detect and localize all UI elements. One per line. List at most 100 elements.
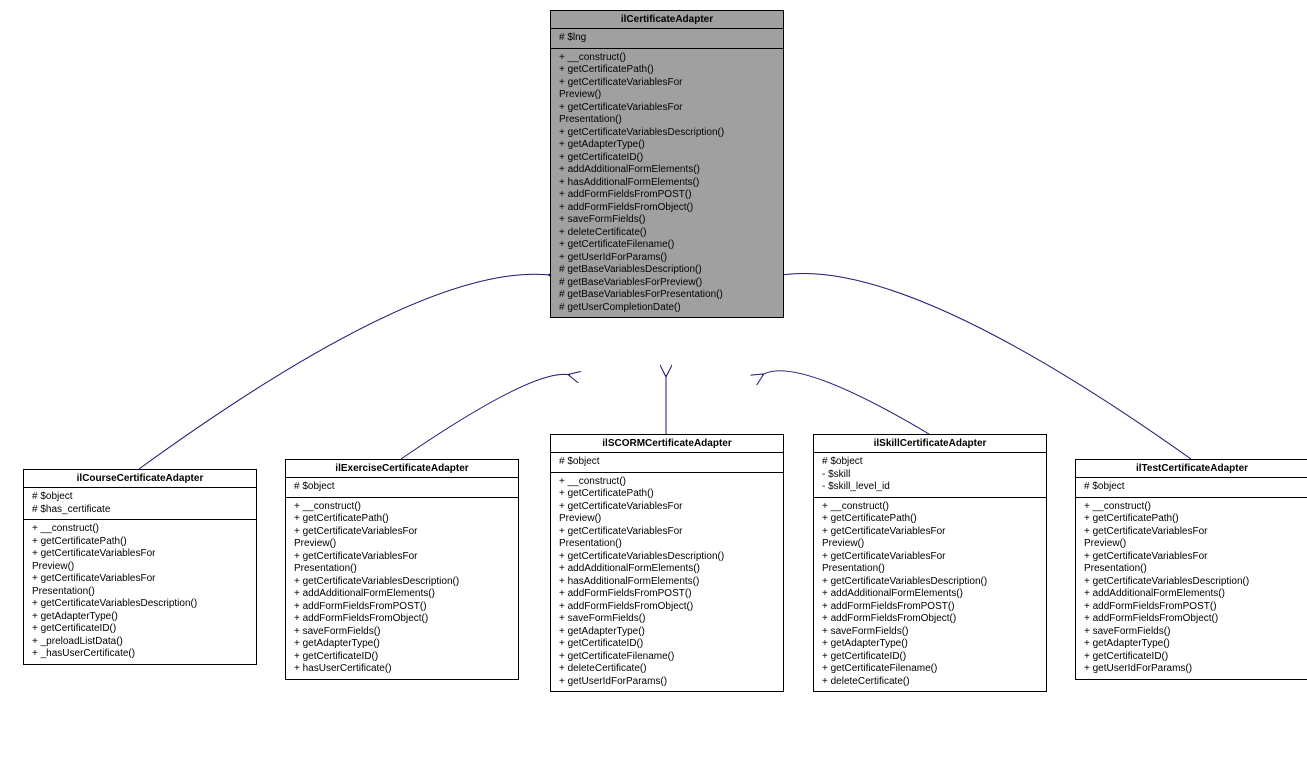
- edge-exercise: [401, 374, 570, 459]
- method-line: Preview(): [1084, 538, 1300, 551]
- method-line: + addFormFieldsFromObject(): [294, 613, 510, 626]
- method-line: Preview(): [822, 538, 1038, 551]
- method-line: + addAdditionalFormElements(): [294, 588, 510, 601]
- class-title: ilSkillCertificateAdapter: [814, 435, 1046, 453]
- method-line: + getAdapterType(): [294, 638, 510, 651]
- method-line: + getCertificateVariablesDescription(): [294, 576, 510, 589]
- method-line: + addAdditionalFormElements(): [559, 563, 775, 576]
- method-line: + getCertificateVariablesFor: [1084, 551, 1300, 564]
- method-line: + _hasUserCertificate(): [32, 648, 248, 661]
- method-line: # getUserCompletionDate(): [559, 302, 775, 315]
- method-line: Preview(): [559, 89, 775, 102]
- attr-line: # $has_certificate: [32, 504, 248, 517]
- method-line: + _preloadListData(): [32, 636, 248, 649]
- method-line: Presentation(): [822, 563, 1038, 576]
- method-line: Preview(): [32, 561, 248, 574]
- edge-skill: [762, 371, 929, 434]
- attr-line: - $skill: [822, 469, 1038, 482]
- method-line: + addFormFieldsFromObject(): [822, 613, 1038, 626]
- method-line: + getCertificateFilename(): [822, 663, 1038, 676]
- method-line: + getCertificateVariablesFor: [32, 548, 248, 561]
- method-line: + hasAdditionalFormElements(): [559, 576, 775, 589]
- method-line: + getCertificateVariablesFor: [559, 501, 775, 514]
- attr-line: # $object: [559, 456, 775, 469]
- method-line: + getUserIdForParams(): [1084, 663, 1300, 676]
- method-line: + getCertificateID(): [559, 638, 775, 651]
- method-line: + addFormFieldsFromObject(): [559, 202, 775, 215]
- method-line: + saveFormFields(): [559, 613, 775, 626]
- method-line: + getCertificateVariablesDescription(): [559, 127, 775, 140]
- class-scorm: ilSCORMCertificateAdapter # $object + __co…: [550, 434, 784, 692]
- method-line: + addFormFieldsFromObject(): [559, 601, 775, 614]
- class-title: ilTestCertificateAdapter: [1076, 460, 1307, 478]
- class-title: ilCertificateAdapter: [551, 11, 783, 29]
- method-line: + getCertificateID(): [559, 152, 775, 165]
- attr-line: # $object: [1084, 481, 1300, 494]
- method-line: Presentation(): [1084, 563, 1300, 576]
- method-line: + __construct(): [559, 476, 775, 489]
- method-line: Presentation(): [559, 114, 775, 127]
- method-line: + hasUserCertificate(): [294, 663, 510, 676]
- method-line: + getCertificateVariablesDescription(): [1084, 576, 1300, 589]
- method-line: + __construct(): [294, 501, 510, 514]
- method-line: + addAdditionalFormElements(): [1084, 588, 1300, 601]
- attr-line: - $skill_level_id: [822, 481, 1038, 494]
- method-line: Presentation(): [294, 563, 510, 576]
- method-line: + addAdditionalFormElements(): [559, 164, 775, 177]
- method-line: + deleteCertificate(): [559, 663, 775, 676]
- class-methods: + __construct()+ getCertificatePath()+ g…: [814, 498, 1046, 692]
- method-line: + getCertificatePath(): [32, 536, 248, 549]
- class-methods: + __construct()+ getCertificatePath()+ g…: [551, 49, 783, 318]
- method-line: Presentation(): [32, 586, 248, 599]
- class-attributes: # $object: [1076, 478, 1307, 498]
- class-methods: + __construct()+ getCertificatePath()+ g…: [1076, 498, 1307, 679]
- method-line: + __construct(): [559, 52, 775, 65]
- class-attributes: # $lng: [551, 29, 783, 49]
- method-line: + getCertificateID(): [32, 623, 248, 636]
- method-line: + saveFormFields(): [1084, 626, 1300, 639]
- method-line: + getCertificatePath(): [1084, 513, 1300, 526]
- attr-line: # $lng: [559, 32, 775, 45]
- method-line: + getCertificatePath(): [294, 513, 510, 526]
- edge-test: [782, 274, 1191, 459]
- method-line: + getCertificateID(): [1084, 651, 1300, 664]
- class-title: ilSCORMCertificateAdapter: [551, 435, 783, 453]
- class-parent: ilCertificateAdapter # $lng + __construct(…: [550, 10, 784, 318]
- class-exercise: ilExerciseCertificateAdapter # $object + _…: [285, 459, 519, 680]
- method-line: + addFormFieldsFromObject(): [1084, 613, 1300, 626]
- method-line: + getCertificateVariablesFor: [559, 526, 775, 539]
- method-line: + saveFormFields(): [294, 626, 510, 639]
- method-line: + getCertificateVariablesFor: [1084, 526, 1300, 539]
- class-course: ilCourseCertificateAdapter# $object# $ha…: [23, 469, 257, 665]
- class-title: ilCourseCertificateAdapter: [24, 470, 256, 488]
- method-line: + addFormFieldsFromPOST(): [822, 601, 1038, 614]
- method-line: Presentation(): [559, 538, 775, 551]
- method-line: Preview(): [559, 513, 775, 526]
- method-line: + getCertificateID(): [294, 651, 510, 664]
- method-line: + getAdapterType(): [32, 611, 248, 624]
- method-line: + getAdapterType(): [822, 638, 1038, 651]
- edge-course: [139, 274, 550, 469]
- method-line: + addFormFieldsFromPOST(): [294, 601, 510, 614]
- method-line: + getCertificateVariablesFor: [294, 526, 510, 539]
- method-line: + getCertificateFilename(): [559, 651, 775, 664]
- method-line: + getCertificateVariablesDescription(): [32, 598, 248, 611]
- method-line: + getUserIdForParams(): [559, 252, 775, 265]
- class-methods: + __construct()+ getCertificatePath()+ g…: [551, 473, 783, 692]
- method-line: + addFormFieldsFromPOST(): [559, 588, 775, 601]
- method-line: + __construct(): [1084, 501, 1300, 514]
- method-line: + getCertificateVariablesFor: [294, 551, 510, 564]
- method-line: + addFormFieldsFromPOST(): [1084, 601, 1300, 614]
- method-line: + addAdditionalFormElements(): [822, 588, 1038, 601]
- class-methods: + __construct()+ getCertificatePath()+ g…: [286, 498, 518, 679]
- method-line: + getUserIdForParams(): [559, 676, 775, 689]
- method-line: + getCertificateVariablesFor: [559, 77, 775, 90]
- class-title: ilExerciseCertificateAdapter: [286, 460, 518, 478]
- method-line: + getCertificateVariablesDescription(): [822, 576, 1038, 589]
- method-line: + getCertificateID(): [822, 651, 1038, 664]
- method-line: + getCertificateVariablesFor: [32, 573, 248, 586]
- attr-line: # $object: [294, 481, 510, 494]
- method-line: + getCertificateFilename(): [559, 239, 775, 252]
- method-line: + addFormFieldsFromPOST(): [559, 189, 775, 202]
- method-line: + getCertificatePath(): [822, 513, 1038, 526]
